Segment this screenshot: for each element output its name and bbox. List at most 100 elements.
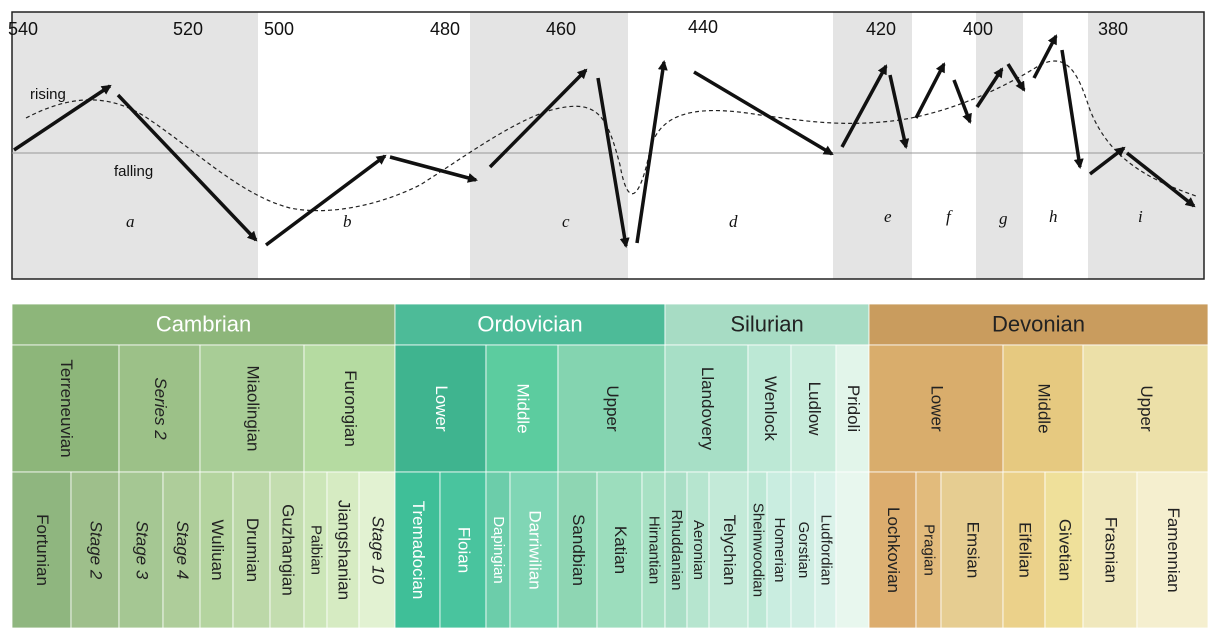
stage-label: Gorstian xyxy=(795,522,812,579)
interval-label: i xyxy=(1138,207,1143,226)
period-label: Ordovician xyxy=(477,311,582,336)
stage-cell xyxy=(915,471,942,628)
age-label: 500 xyxy=(264,19,294,39)
stage-label: Fortunian xyxy=(33,514,52,586)
fall-arrow xyxy=(116,93,258,242)
stage-label: Guzhangian xyxy=(279,504,298,596)
series-label: Lower xyxy=(432,385,451,432)
series-label: Furongian xyxy=(341,370,360,447)
series-cell xyxy=(664,344,749,473)
stage-label: Katian xyxy=(611,526,630,574)
series-cell xyxy=(303,344,396,473)
stage-cell xyxy=(1082,471,1138,628)
stage-label: Dapingian xyxy=(490,516,507,584)
series-label: Series 2 xyxy=(151,377,170,440)
stage-label: Telychian xyxy=(720,515,739,586)
interval-band-g xyxy=(976,12,1023,279)
interval-band-i xyxy=(1088,12,1204,279)
fall-arrow xyxy=(596,77,630,248)
sea-level-curve-panel: 540 520 500 480 460 440 420 400 380 risi… xyxy=(8,11,1205,280)
age-label: 380 xyxy=(1098,19,1128,39)
rise-arrow xyxy=(914,62,946,119)
age-label: 400 xyxy=(963,19,993,39)
stage-label: Sandbian xyxy=(569,514,588,586)
series-label: Upper xyxy=(603,385,622,432)
stage-label: Frasnian xyxy=(1102,517,1121,583)
stage-label: Aeronian xyxy=(690,520,707,580)
panel-frame xyxy=(11,11,1205,280)
stage-cell xyxy=(162,471,201,628)
series-cell xyxy=(868,344,1004,473)
stage-cell xyxy=(394,471,441,628)
stage-cell xyxy=(358,471,396,628)
stage-label: Tremadocian xyxy=(409,501,428,600)
stage-cell xyxy=(790,471,816,628)
stage-label: Jiangshanian xyxy=(335,500,354,600)
period-label: Cambrian xyxy=(156,311,251,336)
series-cell xyxy=(11,344,120,473)
series-label: Ludlow xyxy=(805,382,824,437)
stage-cell xyxy=(11,471,72,628)
rise-arrow xyxy=(1088,146,1126,176)
fall-arrow xyxy=(1125,151,1196,208)
stage-label: Stage 10 xyxy=(369,516,388,585)
series-cell xyxy=(790,344,837,473)
stage-label: Paibian xyxy=(308,525,325,575)
period-cell xyxy=(868,303,1208,346)
stage-cell xyxy=(708,471,749,628)
rise-arrow xyxy=(1032,34,1058,79)
series-cell xyxy=(199,344,305,473)
interval-label: h xyxy=(1049,207,1058,226)
interval-band-a xyxy=(12,12,258,279)
period-cell xyxy=(11,303,396,346)
series-label: Upper xyxy=(1137,385,1156,432)
series-cell xyxy=(1002,344,1084,473)
stage-label: Emsian xyxy=(964,522,983,579)
stage-cell xyxy=(1002,471,1046,628)
rise-arrow xyxy=(13,84,112,152)
stage-cell xyxy=(1136,471,1208,628)
stage-label: Stage 4 xyxy=(173,521,192,580)
series-cell xyxy=(557,344,666,473)
stage-label: Drumian xyxy=(243,518,262,582)
stage-label: Hirnantian xyxy=(646,516,663,584)
stage-label: Stage 3 xyxy=(133,521,152,580)
stage-label: Rhuddanian xyxy=(668,510,685,591)
stage-cell xyxy=(269,471,305,628)
stage-cell xyxy=(326,471,360,628)
stage-cell xyxy=(557,471,598,628)
series-label: Wenlock xyxy=(761,376,780,441)
period-label: Silurian xyxy=(730,311,803,336)
stage-cell xyxy=(596,471,643,628)
stage-label: Pragian xyxy=(921,524,938,576)
stage-cell xyxy=(868,471,917,628)
fall-arrow xyxy=(888,74,910,149)
age-label: 420 xyxy=(866,19,896,39)
age-label: 520 xyxy=(173,19,203,39)
age-label: 460 xyxy=(546,19,576,39)
interval-label: c xyxy=(562,212,570,231)
series-label: Pridoli xyxy=(844,385,863,432)
rising-label: rising xyxy=(30,86,66,103)
interval-band-e xyxy=(833,12,912,279)
rise-arrow xyxy=(840,64,888,148)
stage-cell xyxy=(835,471,870,628)
stage-label: Ludfordian xyxy=(818,515,835,586)
interval-label: a xyxy=(126,212,135,231)
stage-cell xyxy=(485,471,511,628)
age-label: 440 xyxy=(688,17,718,37)
fall-arrow xyxy=(1060,49,1084,169)
series-cell xyxy=(394,344,487,473)
stage-label: Floian xyxy=(455,527,474,573)
stage-label: Darriwilian xyxy=(526,510,545,589)
interval-label: e xyxy=(884,207,892,226)
interval-label: d xyxy=(729,212,738,231)
rise-arrow xyxy=(264,154,387,247)
period-cell xyxy=(394,303,666,346)
stage-cell xyxy=(439,471,487,628)
falling-label: falling xyxy=(114,163,153,180)
fall-arrow xyxy=(693,70,834,156)
series-label: Lower xyxy=(928,385,947,432)
age-label: 480 xyxy=(430,19,460,39)
